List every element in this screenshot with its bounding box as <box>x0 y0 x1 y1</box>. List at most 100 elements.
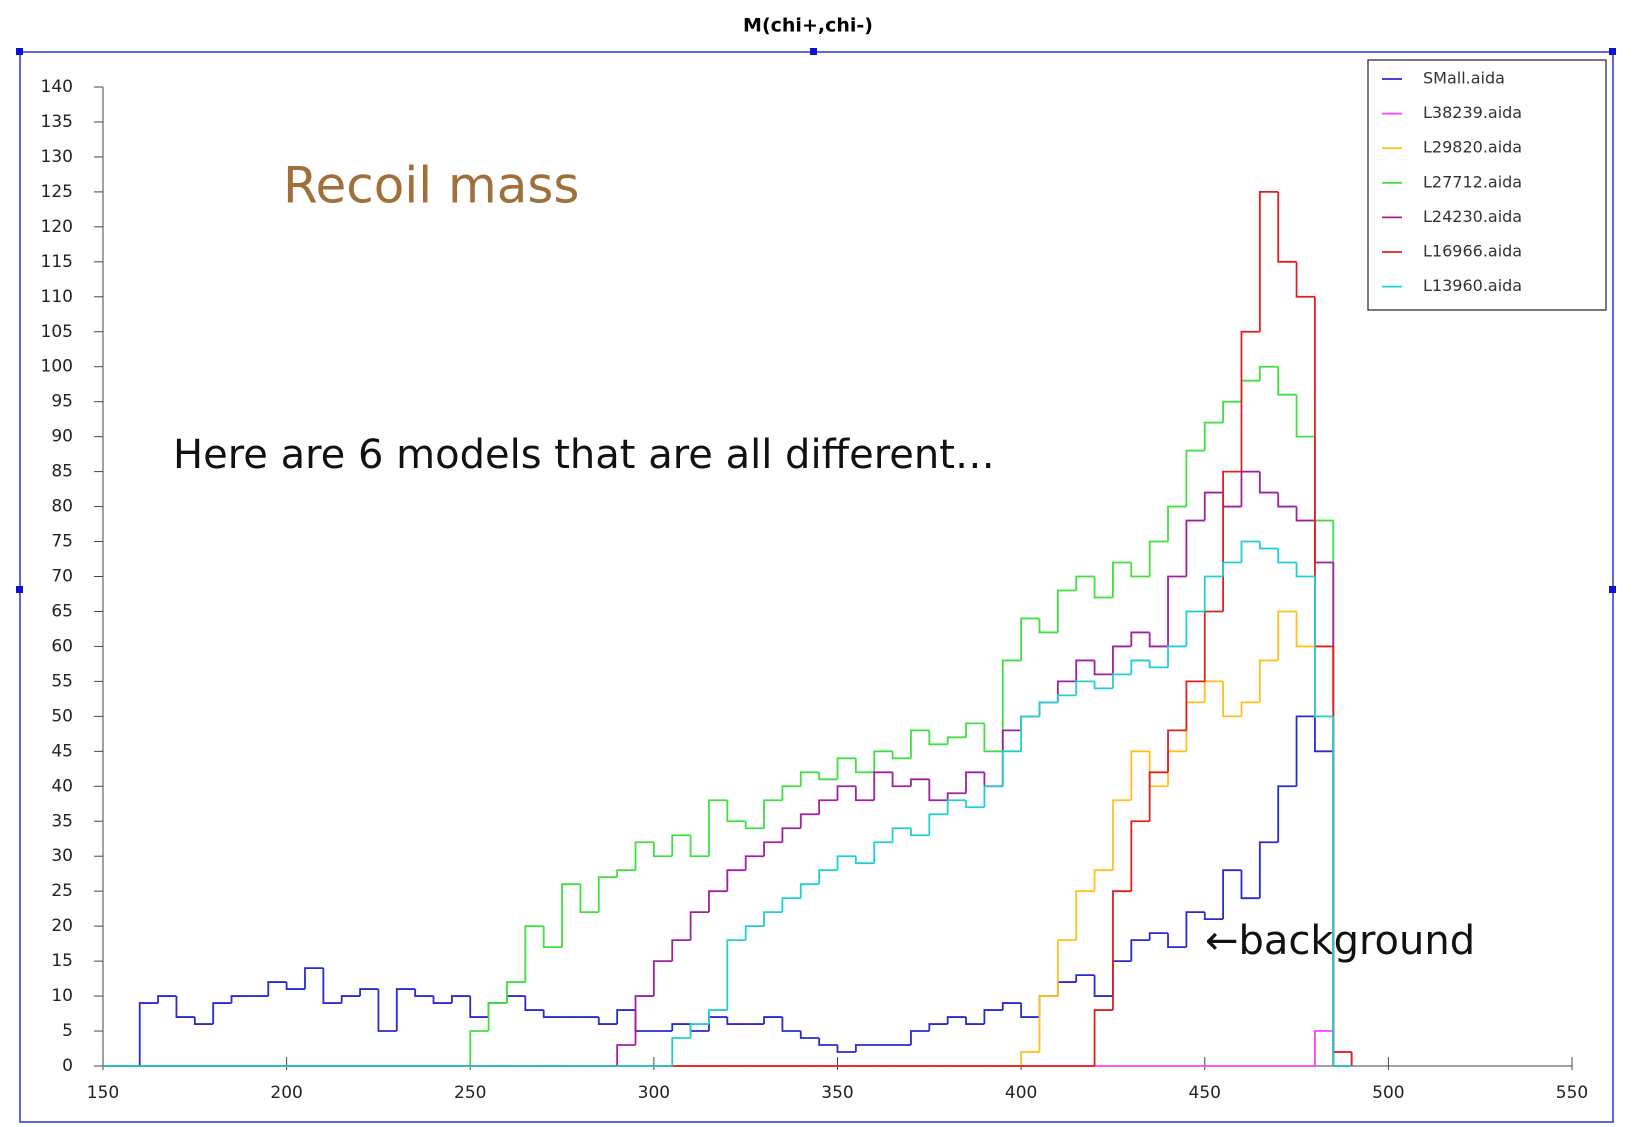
histogram-bin <box>1277 548 1297 564</box>
histogram-bin <box>1185 449 1205 507</box>
histogram-bin <box>1277 610 1297 661</box>
histogram-bin <box>1075 680 1095 696</box>
x-tick-label: 450 <box>1189 1083 1221 1103</box>
histogram-bin <box>671 939 691 962</box>
histogram-bin <box>1020 1051 1040 1066</box>
histogram-bin <box>1240 540 1260 563</box>
histogram-bin <box>1038 701 1058 717</box>
histogram-bin <box>1314 716 1334 753</box>
histogram-bin <box>1258 841 1279 899</box>
histogram-bin <box>1075 575 1095 591</box>
histogram-bin <box>1112 960 1132 997</box>
histogram-bin <box>1277 785 1297 843</box>
histogram-bin <box>1112 799 1132 871</box>
histogram-bin <box>1093 681 1113 690</box>
histogram-bin <box>1001 659 1022 752</box>
histogram-bin <box>267 981 287 997</box>
legend-label: L16966.aida <box>1423 242 1522 261</box>
histogram-bin <box>671 1023 691 1032</box>
histogram-bin <box>1056 981 1077 997</box>
histogram-bin <box>708 1016 728 1032</box>
histogram-bin <box>524 925 544 983</box>
histogram-bin <box>1056 694 1077 703</box>
histogram-bin <box>1203 421 1224 451</box>
histogram-bin <box>1240 470 1260 507</box>
y-tick-label: 30 <box>51 846 73 866</box>
y-tick-label: 125 <box>41 182 73 202</box>
histogram-bin <box>1056 939 1077 997</box>
histogram-bin <box>1258 365 1279 381</box>
histogram-bin <box>1112 890 1132 1011</box>
x-tick-label: 400 <box>1005 1083 1037 1103</box>
histogram-bin <box>763 841 783 857</box>
y-tick-label: 130 <box>41 147 73 167</box>
histogram-bin <box>469 1030 489 1066</box>
histogram-bin <box>561 883 581 948</box>
histogram-bin <box>175 996 195 1018</box>
histogram-bin <box>487 1002 507 1032</box>
histogram-bin <box>1130 659 1150 675</box>
histogram-bin <box>1222 492 1242 508</box>
y-tick-label: 40 <box>51 776 73 796</box>
histogram-bin <box>1222 561 1242 577</box>
histogram-bin <box>983 723 1003 753</box>
histogram-bin <box>1332 751 1352 1067</box>
histogram-bin <box>1222 470 1242 612</box>
histogram-bin <box>854 758 875 774</box>
histogram-bin <box>1056 680 1077 703</box>
histogram-bin <box>1332 520 1352 1067</box>
histogram-bin <box>946 736 967 745</box>
histogram-bin <box>487 1002 507 1018</box>
legend-label: L38239.aida <box>1423 103 1522 122</box>
legend-label: L29820.aida <box>1423 138 1522 157</box>
histogram-bin <box>726 869 746 892</box>
x-tick-label: 250 <box>454 1083 486 1103</box>
y-tick-label: 105 <box>41 322 73 342</box>
histogram-bin <box>1332 562 1352 1067</box>
histogram-bin <box>1203 912 1224 921</box>
histogram-bin <box>836 785 856 801</box>
histogram-bin <box>799 771 820 787</box>
histogram-bin <box>910 729 930 759</box>
histogram-bin <box>1167 750 1187 787</box>
histogram-bin <box>965 771 985 794</box>
histogram-bin <box>1240 330 1260 472</box>
histogram-bin <box>1203 491 1224 521</box>
y-tick-label: 90 <box>51 427 73 447</box>
histogram-bin <box>395 988 416 1032</box>
histogram-bin <box>1185 701 1205 752</box>
histogram-bin <box>1020 1003 1040 1018</box>
histogram-bin <box>1332 646 1352 1053</box>
y-tick-label: 5 <box>62 1021 73 1041</box>
histogram-bin <box>1093 869 1113 892</box>
histogram-bin <box>726 939 746 1011</box>
y-tick-label: 140 <box>41 77 73 97</box>
y-tick-label: 60 <box>51 636 73 656</box>
histogram-bin <box>1167 729 1187 773</box>
histogram-bin <box>910 828 930 837</box>
histogram-bin <box>340 995 361 1004</box>
histogram-bin <box>1314 296 1334 648</box>
histogram-bin <box>1222 400 1242 423</box>
histogram-bin <box>1148 660 1169 669</box>
histogram-bin <box>891 751 911 760</box>
histogram-bin <box>818 1038 838 1046</box>
histogram-bin <box>854 786 875 802</box>
histogram-bin <box>708 1009 728 1025</box>
histogram-bin <box>652 842 673 858</box>
histogram-bin <box>377 989 397 1032</box>
histogram-bin <box>708 799 728 857</box>
histogram-bin <box>1185 680 1205 731</box>
histogram-bin <box>1258 541 1279 550</box>
histogram-bin <box>1001 1002 1022 1011</box>
histogram-bin <box>781 897 801 913</box>
histogram-bin <box>1038 995 1058 1018</box>
y-tick-label: 110 <box>41 287 73 307</box>
legend-label: SMall.aida <box>1423 69 1505 88</box>
histogram-bin <box>157 995 177 1004</box>
y-tick-label: 10 <box>51 986 73 1006</box>
histogram-bin <box>744 855 765 871</box>
histogram-bin <box>763 799 783 829</box>
histogram-bin <box>1314 520 1334 564</box>
